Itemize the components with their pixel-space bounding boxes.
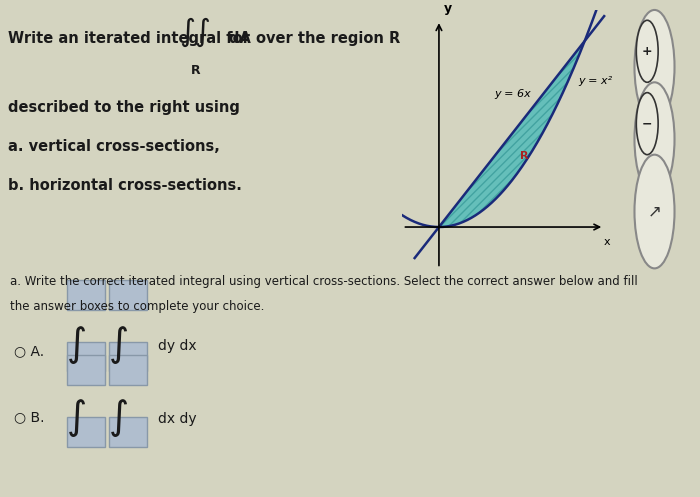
Circle shape: [634, 83, 675, 196]
Text: dx dy: dx dy: [158, 413, 196, 426]
Text: ○ B.: ○ B.: [14, 410, 45, 424]
Polygon shape: [439, 41, 584, 227]
Text: ∫: ∫: [108, 399, 129, 437]
Text: ○ A.: ○ A.: [14, 344, 44, 358]
Text: y: y: [444, 2, 452, 15]
Text: ∫: ∫: [66, 326, 87, 363]
FancyBboxPatch shape: [108, 417, 147, 447]
Circle shape: [634, 155, 675, 268]
Text: Write an iterated integral for: Write an iterated integral for: [8, 31, 250, 46]
Text: the answer boxes to complete your choice.: the answer boxes to complete your choice…: [10, 300, 265, 314]
FancyBboxPatch shape: [66, 341, 105, 371]
Text: ∫: ∫: [108, 326, 129, 363]
FancyBboxPatch shape: [108, 355, 147, 385]
Text: b. horizontal cross-sections.: b. horizontal cross-sections.: [8, 178, 242, 193]
FancyBboxPatch shape: [66, 417, 105, 447]
Text: +: +: [642, 45, 652, 58]
Circle shape: [634, 10, 675, 124]
Circle shape: [636, 92, 658, 155]
Text: ∫∫: ∫∫: [179, 18, 211, 47]
Text: y = x²: y = x²: [579, 76, 613, 86]
Text: x: x: [603, 238, 610, 248]
Text: R: R: [519, 152, 528, 162]
Text: ∫: ∫: [66, 399, 87, 437]
Text: a. vertical cross-sections,: a. vertical cross-sections,: [8, 139, 220, 154]
Circle shape: [636, 20, 658, 83]
FancyBboxPatch shape: [108, 280, 147, 310]
Text: ↗: ↗: [648, 202, 661, 221]
FancyBboxPatch shape: [66, 280, 105, 310]
Text: R: R: [191, 64, 201, 77]
FancyBboxPatch shape: [66, 355, 105, 385]
Text: −: −: [642, 117, 652, 130]
Text: y = 6x: y = 6x: [494, 89, 531, 99]
Text: described to the right using: described to the right using: [8, 100, 240, 115]
Text: dA over the region R: dA over the region R: [230, 31, 400, 46]
Text: a. Write the correct iterated integral using vertical cross-sections. Select the: a. Write the correct iterated integral u…: [10, 275, 638, 288]
FancyBboxPatch shape: [108, 341, 147, 371]
Text: dy dx: dy dx: [158, 339, 196, 353]
